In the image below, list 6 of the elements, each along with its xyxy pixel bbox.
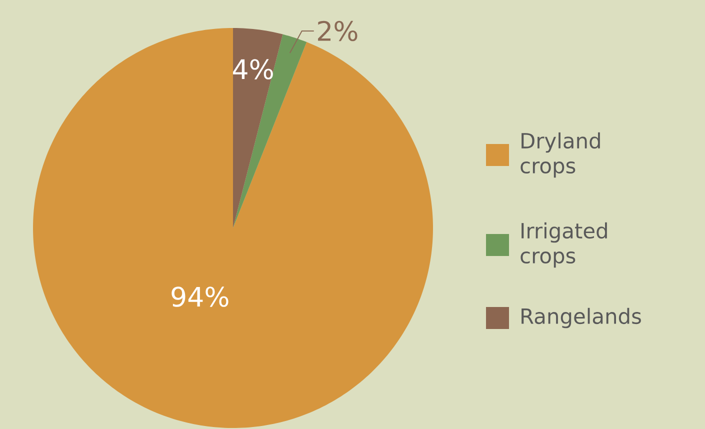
data-label: 2% <box>318 20 358 42</box>
legend-label: Irrigated crops <box>520 222 607 268</box>
legend-label: Rangelands <box>522 308 641 328</box>
legend-label: Dryland crops <box>520 132 600 178</box>
data-label: 94% <box>172 286 228 307</box>
data-label: 4% <box>233 59 273 80</box>
